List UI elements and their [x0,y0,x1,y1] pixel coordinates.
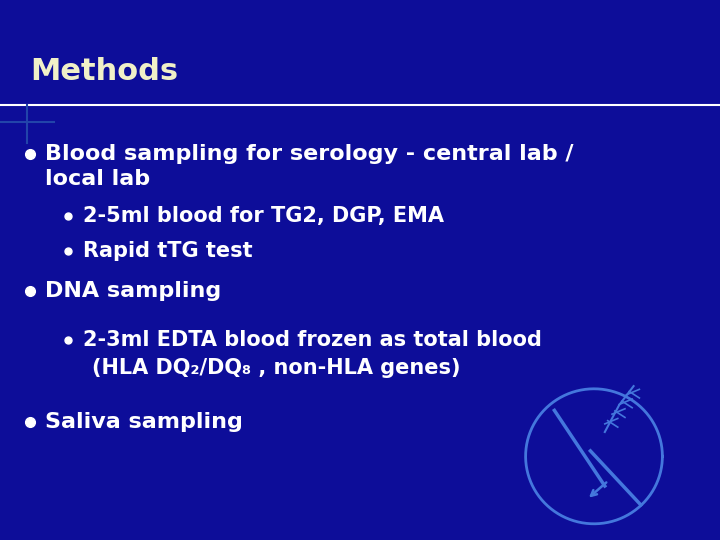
Text: Blood sampling for serology - central lab /: Blood sampling for serology - central la… [45,144,573,164]
Text: Saliva sampling: Saliva sampling [45,412,243,433]
Text: 2-5ml blood for TG2, DGP, EMA: 2-5ml blood for TG2, DGP, EMA [83,206,444,226]
Text: Methods: Methods [30,57,179,86]
Text: local lab: local lab [45,169,150,190]
Text: DNA sampling: DNA sampling [45,280,221,301]
Text: 2-3ml EDTA blood frozen as total blood: 2-3ml EDTA blood frozen as total blood [83,330,541,350]
Text: Rapid tTG test: Rapid tTG test [83,241,253,261]
Text: (HLA DQ₂/DQ₈ , non-HLA genes): (HLA DQ₂/DQ₈ , non-HLA genes) [92,358,461,379]
